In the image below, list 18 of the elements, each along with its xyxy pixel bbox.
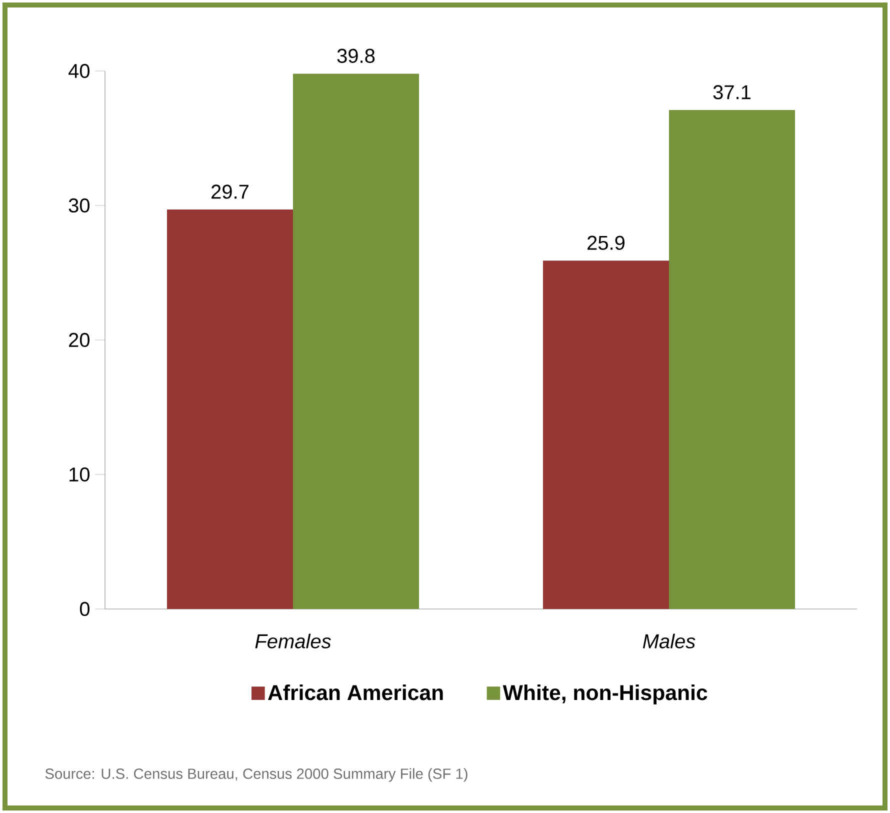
data-label: 39.8: [337, 48, 375, 63]
data-label: 29.7: [212, 184, 248, 199]
x-tick-label: Males: [642, 634, 696, 648]
legend-label: White, non-Hispanic: [502, 684, 708, 704]
legend-label: African American: [268, 684, 443, 700]
bar: [543, 260, 670, 609]
y-tick-label: 30: [68, 198, 90, 213]
y-tick-label: 40: [68, 64, 90, 78]
y-tick-label: 10: [70, 467, 90, 482]
y-tick-label: 20: [69, 332, 90, 348]
source-note: Source: U.S. Census Bureau, Census 2000 Summary File (SF 1): [45, 768, 468, 782]
bar: [167, 210, 293, 609]
bar: [293, 74, 419, 609]
y-tick-label: 0: [80, 602, 90, 616]
data-label: 37.1: [713, 85, 750, 100]
bar: [669, 110, 795, 609]
x-tick-label: Females: [255, 634, 331, 648]
data-label: 25.9: [588, 236, 624, 250]
